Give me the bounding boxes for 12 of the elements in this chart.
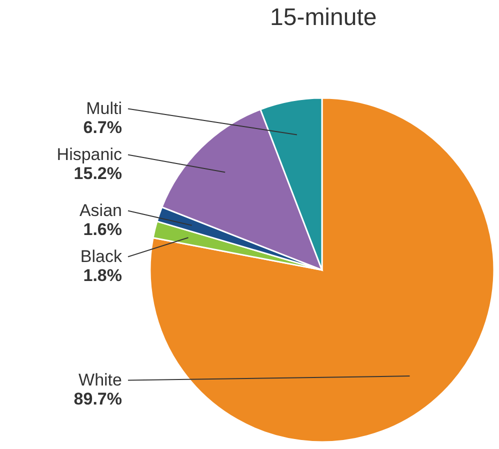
data-label: 1.6% [83,220,122,239]
slice-label: Asian [79,200,122,220]
slice-label: Multi [86,98,122,118]
data-label: 6.7% [83,118,122,137]
slice-label: Hispanic [56,144,122,164]
chart-title: 15-minute [270,4,377,31]
slice-label: Black [80,246,122,266]
pie-slice [150,97,495,443]
data-label: 15.2% [74,164,122,183]
slice-label: White [78,370,122,390]
data-label: 89.7% [74,389,122,408]
data-label: 1.8% [83,266,122,285]
